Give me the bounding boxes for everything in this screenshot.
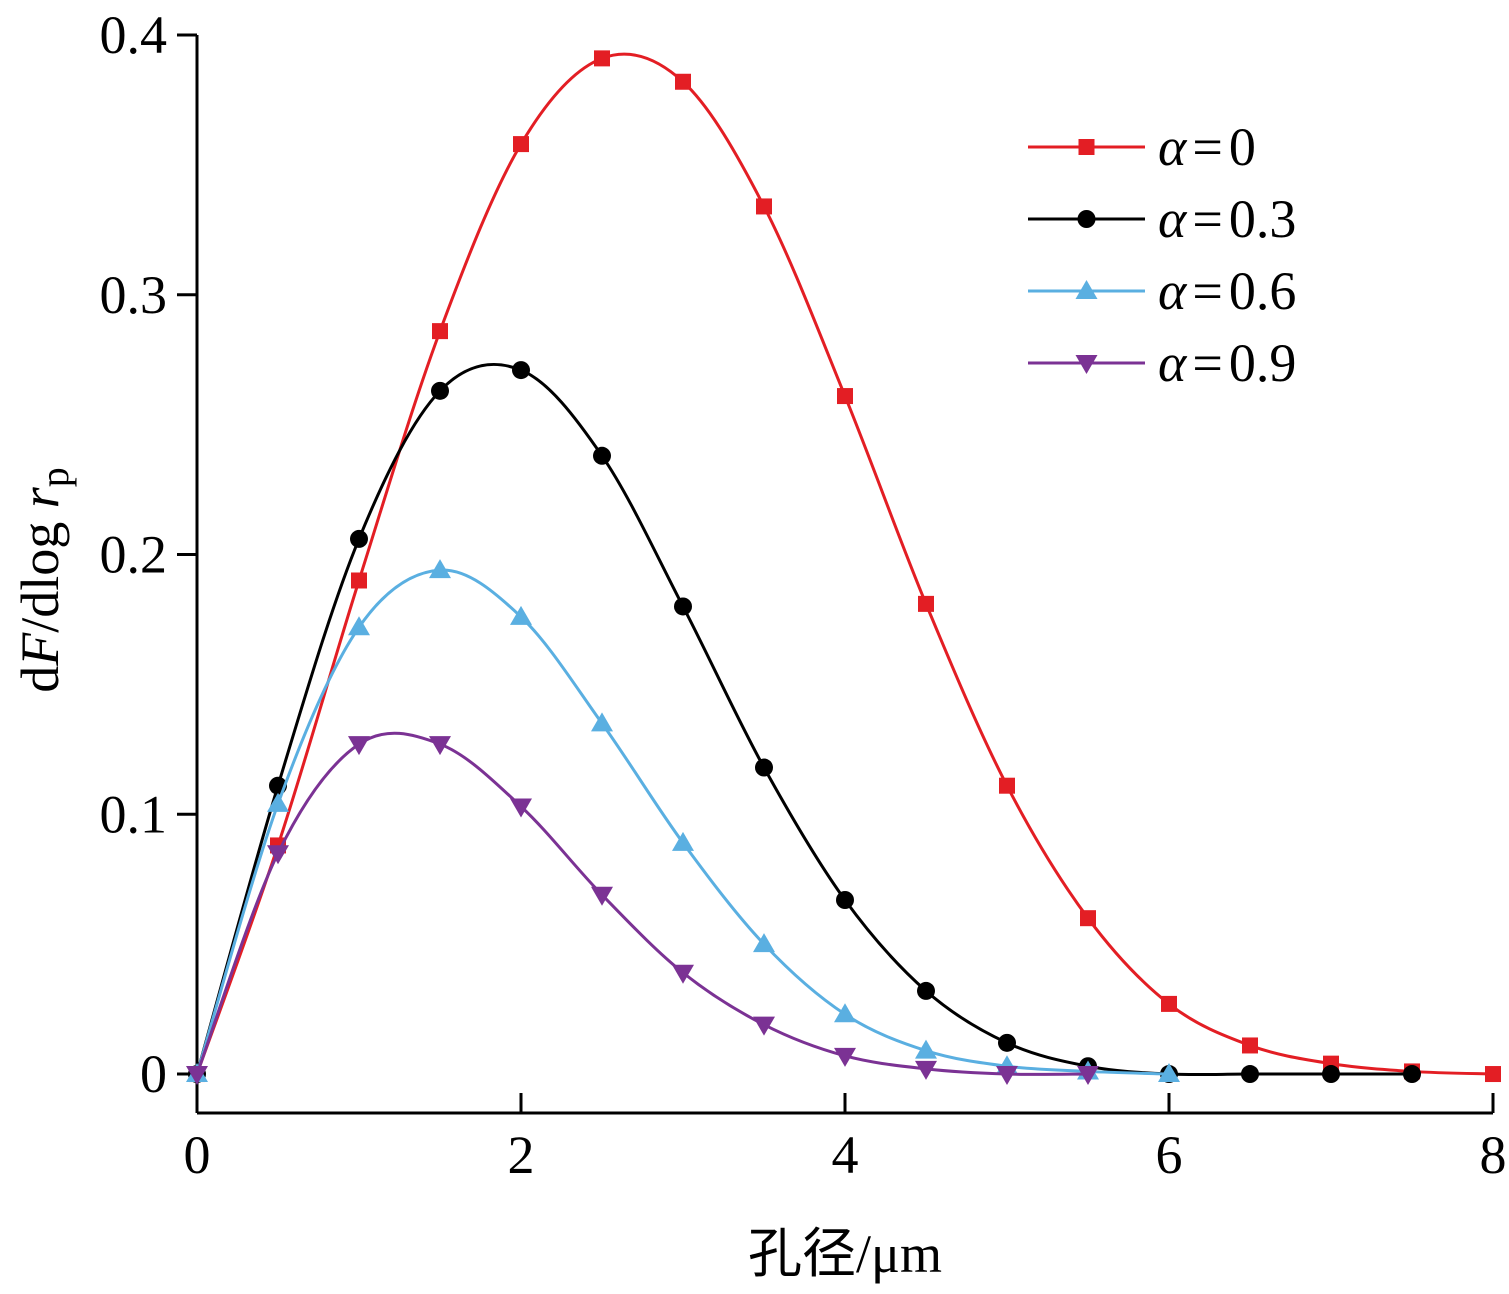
data-point <box>186 1066 208 1086</box>
data-point <box>672 831 694 851</box>
y-axis-title-part-4: r <box>10 486 70 508</box>
data-point <box>998 1033 1016 1052</box>
legend-entry-1: α = 0 <box>1028 117 1256 177</box>
x-tick-label: 6 <box>1156 1125 1183 1185</box>
data-point <box>512 361 530 380</box>
series-layer <box>186 50 1501 1086</box>
data-point <box>1158 1063 1180 1083</box>
data-point <box>432 323 448 340</box>
legend-value: 0.3 <box>1229 189 1297 249</box>
data-point <box>755 758 773 777</box>
legend-equals: = <box>1192 261 1222 321</box>
legend-equals: = <box>1192 117 1222 177</box>
y-tick-label: 0 <box>140 1044 167 1104</box>
data-point <box>753 933 775 953</box>
data-point <box>267 792 289 812</box>
data-point <box>917 981 935 1000</box>
legend-entry-2: α = 0.3 <box>1028 189 1296 249</box>
legend-value: 0.6 <box>1229 261 1297 321</box>
legend-equals: = <box>1192 189 1222 249</box>
legend-symbol: α <box>1158 261 1188 321</box>
legend-label: α = 0.9 <box>1158 333 1296 393</box>
data-point <box>1161 995 1177 1012</box>
legend-entry-3: α = 0.6 <box>1028 261 1296 321</box>
data-point <box>915 1060 937 1080</box>
legend-value: 0.9 <box>1229 333 1297 393</box>
data-point <box>431 381 449 400</box>
data-point <box>348 616 370 636</box>
data-point <box>674 597 692 616</box>
data-point <box>675 73 691 90</box>
series-2 <box>188 361 1421 1084</box>
x-tick-label: 2 <box>508 1125 535 1185</box>
data-point <box>834 1003 856 1023</box>
series-4 <box>186 731 1099 1086</box>
data-point <box>918 595 934 612</box>
data-point <box>1403 1065 1421 1084</box>
data-point <box>915 1039 937 1059</box>
data-point <box>834 1047 856 1067</box>
data-point <box>594 50 610 67</box>
y-axis-title-part-3: /dlog <box>10 508 70 633</box>
legend-label: α = 0.6 <box>1158 261 1296 321</box>
y-tick-label: 0.1 <box>100 784 168 844</box>
series-1 <box>189 50 1501 1083</box>
data-point <box>429 736 451 756</box>
y-tick-label: 0.2 <box>100 525 168 585</box>
legend-label: α = 0 <box>1158 117 1256 177</box>
y-tick-label: 0.4 <box>100 5 168 65</box>
series-3 <box>186 559 1180 1083</box>
x-tick-label: 0 <box>184 1125 211 1185</box>
data-point <box>1485 1066 1501 1083</box>
legend: α = 0α = 0.3α = 0.6α = 0.9 <box>1028 117 1296 393</box>
data-point <box>753 1016 775 1036</box>
data-point <box>836 890 854 909</box>
legend-symbol: α <box>1158 189 1188 249</box>
data-point <box>267 845 289 865</box>
data-point <box>593 446 611 465</box>
y-tick-label: 0.3 <box>100 265 168 325</box>
x-tick-label: 4 <box>832 1125 859 1185</box>
data-point <box>351 572 367 589</box>
data-point <box>591 886 613 906</box>
legend-marker <box>1075 355 1098 374</box>
series-line <box>195 568 1170 1076</box>
legend-label: α = 0.3 <box>1158 189 1296 249</box>
legend-symbol: α <box>1158 333 1188 393</box>
data-point <box>429 559 451 579</box>
legend-marker <box>1075 280 1098 299</box>
y-axis-title-part-5: p <box>32 467 77 487</box>
legend-equals: = <box>1192 333 1222 393</box>
x-axis-title: 孔径/μm <box>748 1224 942 1284</box>
data-point <box>1242 1037 1258 1054</box>
legend-marker <box>1078 139 1095 155</box>
data-point <box>591 712 613 732</box>
x-tick-label: 8 <box>1480 1125 1507 1185</box>
data-point <box>348 736 370 756</box>
data-point <box>996 1066 1018 1086</box>
data-point <box>1080 910 1096 927</box>
data-point <box>1241 1065 1259 1084</box>
legend-symbol: α <box>1158 117 1188 177</box>
data-point <box>1322 1065 1340 1084</box>
data-point <box>510 605 532 625</box>
axes: 0 0.1 0.2 0.3 0.4 0 2 4 6 8 <box>100 5 1507 1185</box>
data-point <box>350 529 368 548</box>
legend-marker <box>1077 210 1096 228</box>
data-point <box>837 388 853 405</box>
data-point <box>1077 1066 1099 1086</box>
data-point <box>510 798 532 818</box>
data-point <box>672 964 694 984</box>
y-axis-title-part-1: d <box>10 666 70 693</box>
y-axis-title-part-2: F <box>10 632 70 667</box>
data-point <box>513 136 529 153</box>
data-point <box>999 777 1015 794</box>
legend-entry-4: α = 0.9 <box>1028 333 1296 393</box>
series-line <box>195 52 1494 1076</box>
legend-value: 0 <box>1229 117 1256 177</box>
data-point <box>756 198 772 215</box>
y-axis-title: dF/dlog rp <box>10 467 77 693</box>
series-line <box>195 362 1412 1077</box>
